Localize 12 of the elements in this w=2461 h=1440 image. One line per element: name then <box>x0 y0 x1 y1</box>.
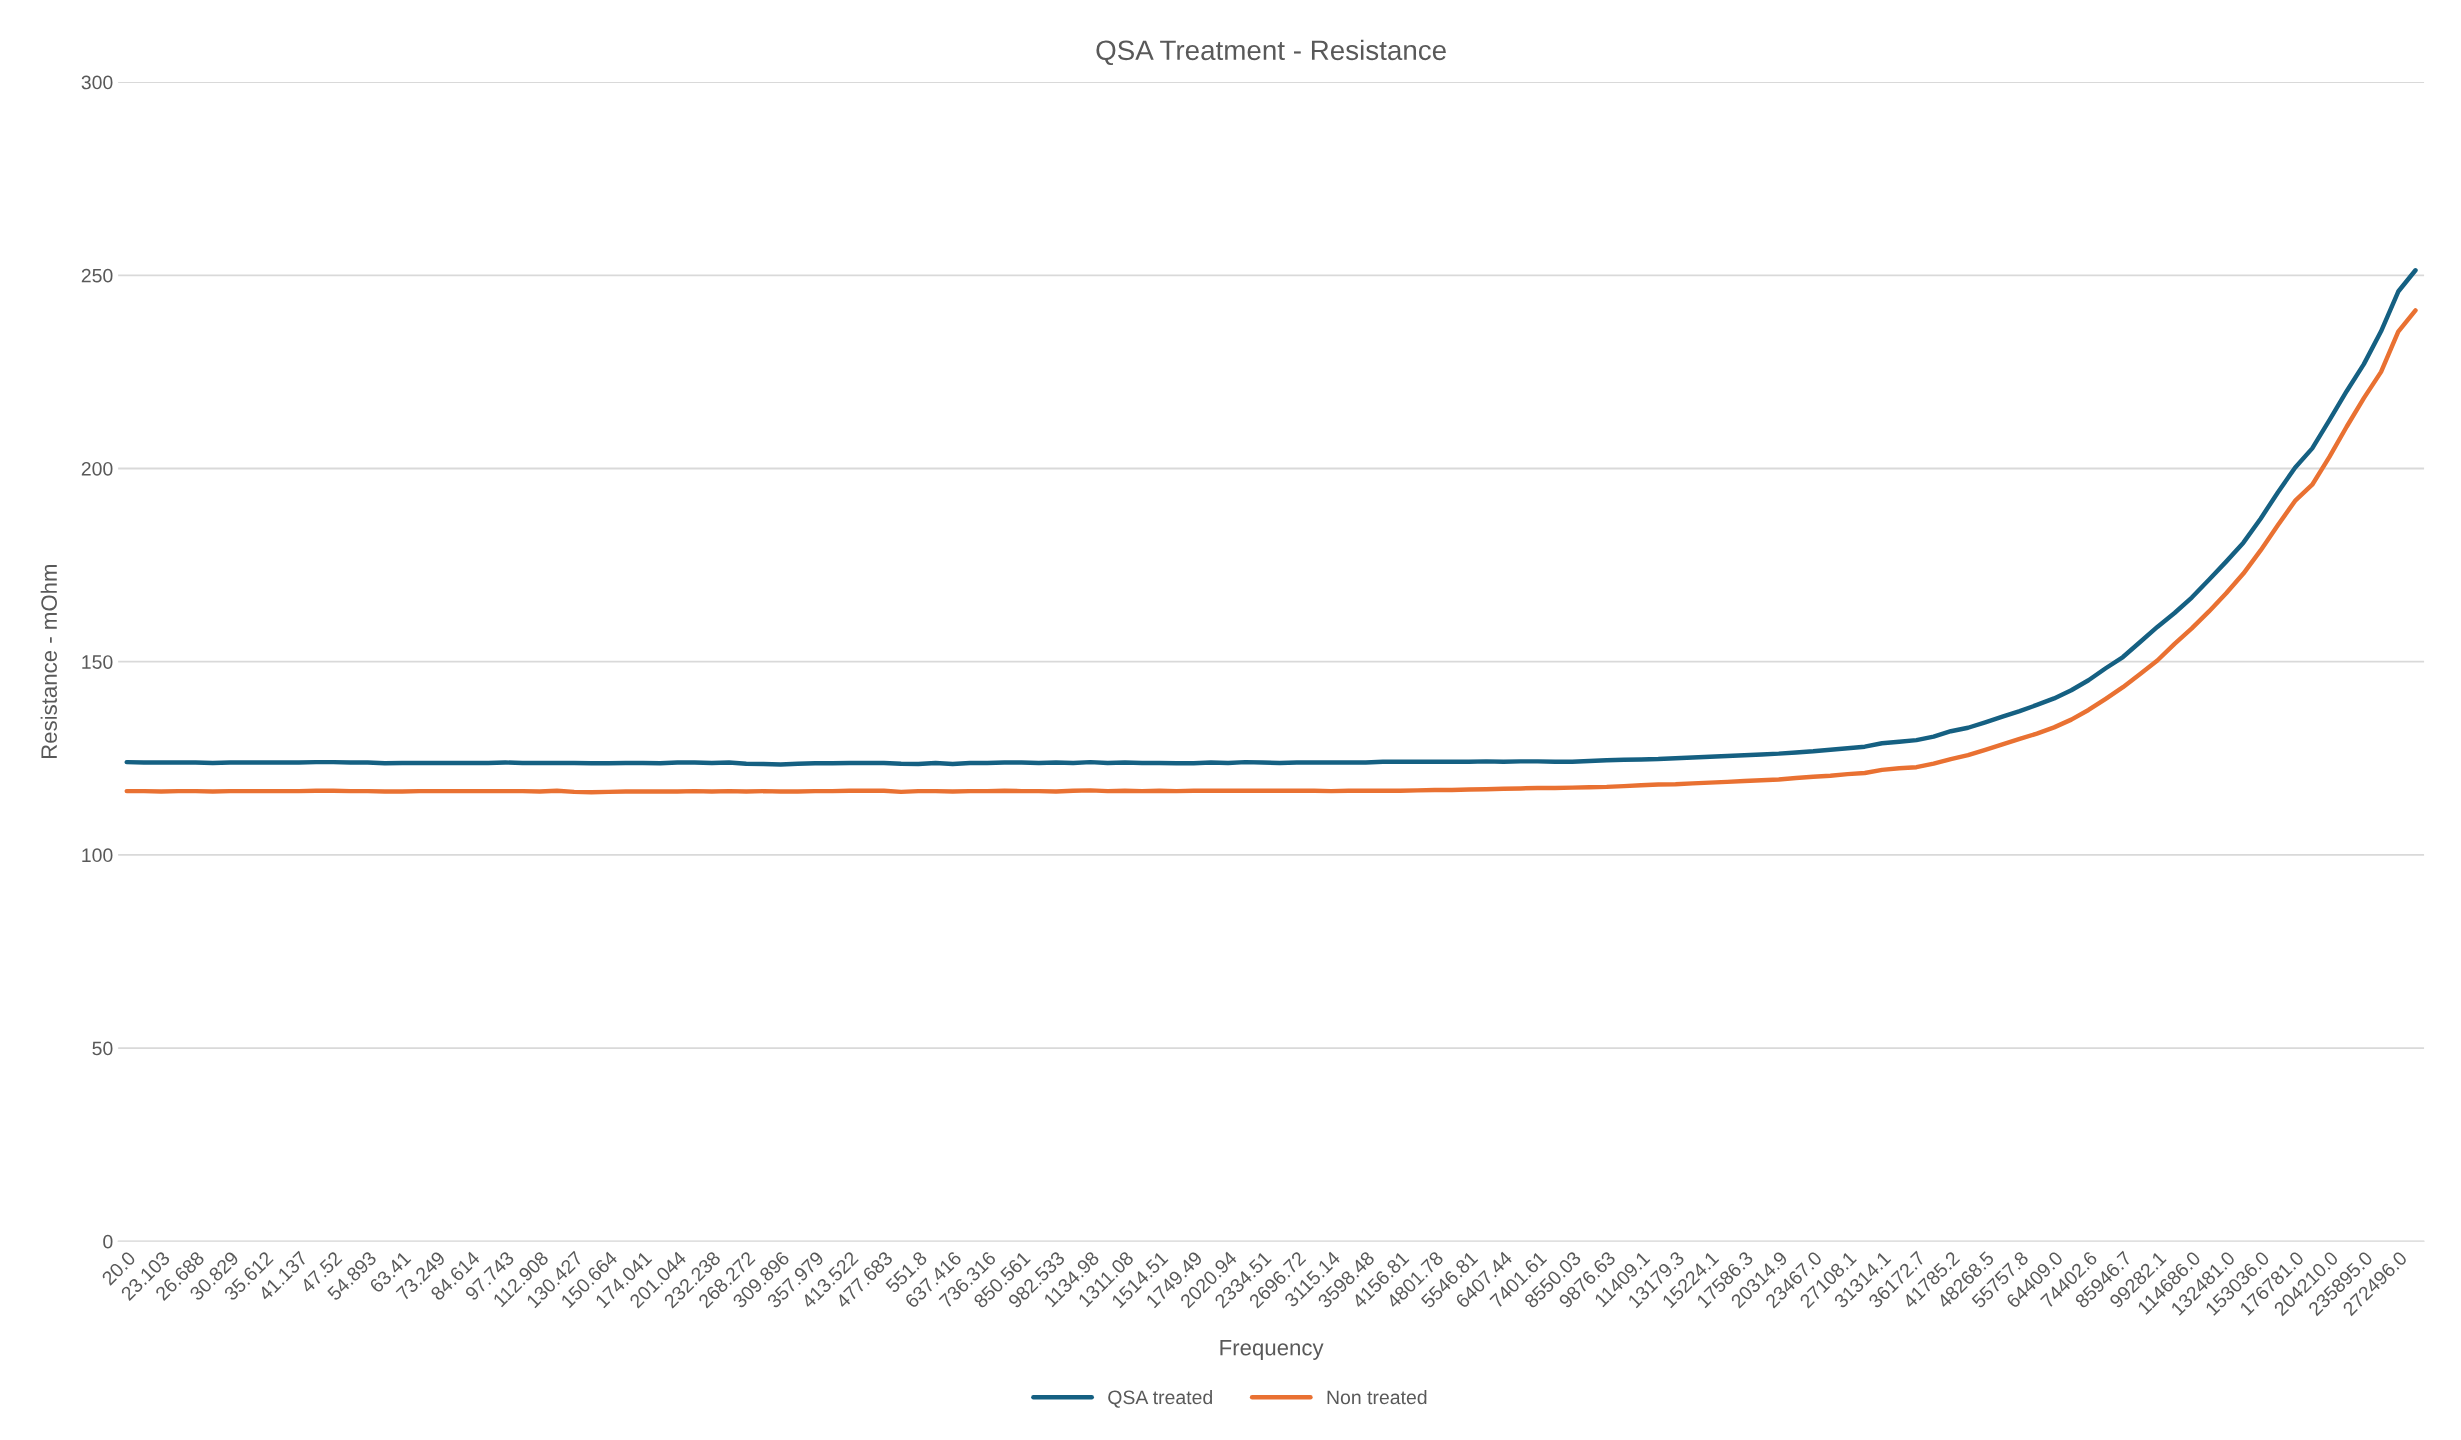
legend-label: Non treated <box>1327 1389 1427 1405</box>
y-axis-title: Resistance - mOhm <box>40 564 57 759</box>
y-tick-label: 200 <box>81 461 113 476</box>
y-tick-label: 100 <box>82 848 113 863</box>
x-axis-title: Frequency <box>1220 1340 1324 1360</box>
y-tick-label: 250 <box>81 268 113 283</box>
legend-label: QSA treated <box>1108 1389 1212 1408</box>
y-tick-label: 50 <box>92 1041 113 1056</box>
y-tick-label: 300 <box>81 75 113 90</box>
y-tick-label: 0 <box>103 1234 113 1249</box>
y-tick-label: 150 <box>82 655 113 669</box>
chart-title: QSA Treatment - Resistance <box>1096 39 1446 66</box>
